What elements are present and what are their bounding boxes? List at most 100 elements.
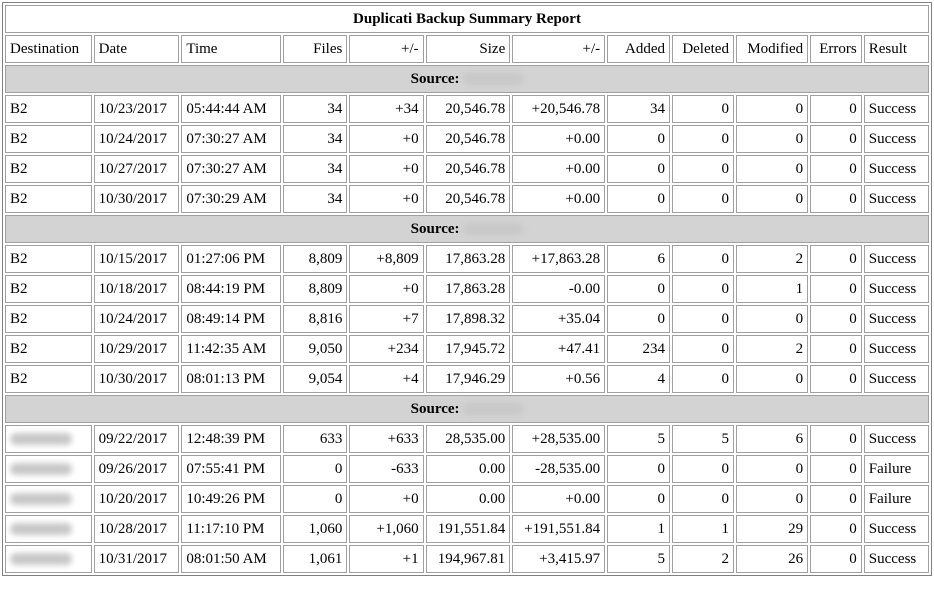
cell-destination bbox=[5, 545, 92, 573]
cell-files: 1,060 bbox=[283, 515, 348, 543]
table-row: B2 10/30/2017 08:01:13 PM 9,054 +4 17,946.29 +… bbox=[5, 365, 929, 393]
cell-deleted: 0 bbox=[672, 305, 734, 333]
cell-date: 10/24/2017 bbox=[93, 125, 180, 153]
cell-files-delta: +8,809 bbox=[349, 245, 424, 273]
cell-errors: 0 bbox=[810, 185, 862, 213]
cell-errors: 0 bbox=[810, 515, 862, 543]
cell-date: 10/30/2017 bbox=[93, 185, 180, 213]
cell-time: 08:44:19 PM bbox=[181, 275, 282, 303]
cell-date: 10/28/2017 bbox=[93, 515, 180, 543]
cell-deleted: 0 bbox=[672, 245, 734, 273]
cell-date: 10/27/2017 bbox=[93, 155, 180, 183]
report-body: Duplicati Backup Summary Report Destinat… bbox=[5, 5, 929, 573]
cell-files-delta: +7 bbox=[349, 305, 424, 333]
cell-files: 34 bbox=[283, 155, 348, 183]
cell-added: 0 bbox=[607, 455, 671, 483]
backup-summary-table: Duplicati Backup Summary Report Destinat… bbox=[2, 2, 932, 576]
cell-size: 20,546.78 bbox=[425, 125, 511, 153]
source-label: Source: bbox=[410, 70, 460, 87]
cell-date: 10/30/2017 bbox=[93, 365, 180, 393]
cell-size: 0.00 bbox=[425, 455, 511, 483]
cell-result: Success bbox=[863, 185, 929, 213]
destination-redacted bbox=[10, 433, 72, 446]
cell-destination bbox=[5, 425, 92, 453]
cell-destination: B2 bbox=[5, 155, 92, 183]
cell-errors: 0 bbox=[810, 425, 862, 453]
cell-date: 10/15/2017 bbox=[93, 245, 180, 273]
cell-deleted: 1 bbox=[672, 515, 734, 543]
source-group-header: Source: bbox=[5, 65, 929, 93]
cell-size: 20,546.78 bbox=[425, 185, 511, 213]
cell-size: 194,967.81 bbox=[425, 545, 511, 573]
cell-files-delta: +1,060 bbox=[349, 515, 424, 543]
cell-files-delta: +0 bbox=[349, 155, 424, 183]
cell-files-delta: +0 bbox=[349, 275, 424, 303]
cell-errors: 0 bbox=[810, 485, 862, 513]
cell-errors: 0 bbox=[810, 245, 862, 273]
cell-size-delta: +20,546.78 bbox=[512, 95, 606, 123]
cell-deleted: 0 bbox=[672, 365, 734, 393]
col-header-time: Time bbox=[181, 35, 282, 63]
cell-modified: 0 bbox=[735, 185, 809, 213]
cell-time: 07:55:41 PM bbox=[181, 455, 282, 483]
cell-destination: B2 bbox=[5, 245, 92, 273]
cell-modified: 2 bbox=[735, 335, 809, 363]
source-name-redacted bbox=[463, 223, 524, 236]
cell-files: 8,809 bbox=[283, 245, 348, 273]
cell-modified: 0 bbox=[735, 455, 809, 483]
cell-size: 17,863.28 bbox=[425, 275, 511, 303]
cell-added: 0 bbox=[607, 185, 671, 213]
cell-date: 10/20/2017 bbox=[93, 485, 180, 513]
source-header-cell: Source: bbox=[5, 215, 929, 243]
column-header-row: Destination Date Time Files +/- Size +/-… bbox=[5, 35, 929, 63]
cell-time: 05:44:44 AM bbox=[181, 95, 282, 123]
cell-time: 11:42:35 AM bbox=[181, 335, 282, 363]
cell-files: 34 bbox=[283, 95, 348, 123]
cell-errors: 0 bbox=[810, 95, 862, 123]
cell-modified: 29 bbox=[735, 515, 809, 543]
cell-result: Success bbox=[863, 125, 929, 153]
cell-added: 34 bbox=[607, 95, 671, 123]
cell-size: 17,946.29 bbox=[425, 365, 511, 393]
cell-size-delta: +0.00 bbox=[512, 155, 606, 183]
cell-errors: 0 bbox=[810, 365, 862, 393]
cell-destination bbox=[5, 485, 92, 513]
cell-added: 1 bbox=[607, 515, 671, 543]
source-group-header: Source: bbox=[5, 215, 929, 243]
cell-size-delta: +0.00 bbox=[512, 485, 606, 513]
cell-files: 0 bbox=[283, 485, 348, 513]
table-row: 09/26/2017 07:55:41 PM 0 -633 0.00 -28,535.00… bbox=[5, 455, 929, 483]
cell-time: 12:48:39 PM bbox=[181, 425, 282, 453]
cell-files-delta: +4 bbox=[349, 365, 424, 393]
cell-deleted: 0 bbox=[672, 485, 734, 513]
cell-result: Success bbox=[863, 335, 929, 363]
report-title: Duplicati Backup Summary Report bbox=[5, 5, 929, 33]
cell-modified: 0 bbox=[735, 155, 809, 183]
cell-added: 5 bbox=[607, 545, 671, 573]
cell-date: 10/29/2017 bbox=[93, 335, 180, 363]
col-header-deleted: Deleted bbox=[672, 35, 734, 63]
cell-destination bbox=[5, 515, 92, 543]
table-row: 10/31/2017 08:01:50 AM 1,061 +1 194,967.81 +3… bbox=[5, 545, 929, 573]
cell-time: 10:49:26 PM bbox=[181, 485, 282, 513]
col-header-destination: Destination bbox=[5, 35, 92, 63]
cell-deleted: 0 bbox=[672, 275, 734, 303]
table-row: B2 10/24/2017 07:30:27 AM 34 +0 20,546.78 +0.0… bbox=[5, 125, 929, 153]
cell-size-delta: -0.00 bbox=[512, 275, 606, 303]
cell-errors: 0 bbox=[810, 155, 862, 183]
cell-size-delta: +35.04 bbox=[512, 305, 606, 333]
cell-size: 17,898.32 bbox=[425, 305, 511, 333]
cell-modified: 0 bbox=[735, 125, 809, 153]
table-row: B2 10/27/2017 07:30:27 AM 34 +0 20,546.78 +0.0… bbox=[5, 155, 929, 183]
cell-errors: 0 bbox=[810, 545, 862, 573]
cell-size-delta: +3,415.97 bbox=[512, 545, 606, 573]
cell-result: Failure bbox=[863, 455, 929, 483]
cell-files-delta: +0 bbox=[349, 125, 424, 153]
col-header-result: Result bbox=[863, 35, 929, 63]
title-row: Duplicati Backup Summary Report bbox=[5, 5, 929, 33]
cell-destination: B2 bbox=[5, 185, 92, 213]
cell-files: 0 bbox=[283, 455, 348, 483]
cell-result: Success bbox=[863, 275, 929, 303]
cell-date: 10/23/2017 bbox=[93, 95, 180, 123]
table-row: B2 10/15/2017 01:27:06 PM 8,809 +8,809 17,863… bbox=[5, 245, 929, 273]
